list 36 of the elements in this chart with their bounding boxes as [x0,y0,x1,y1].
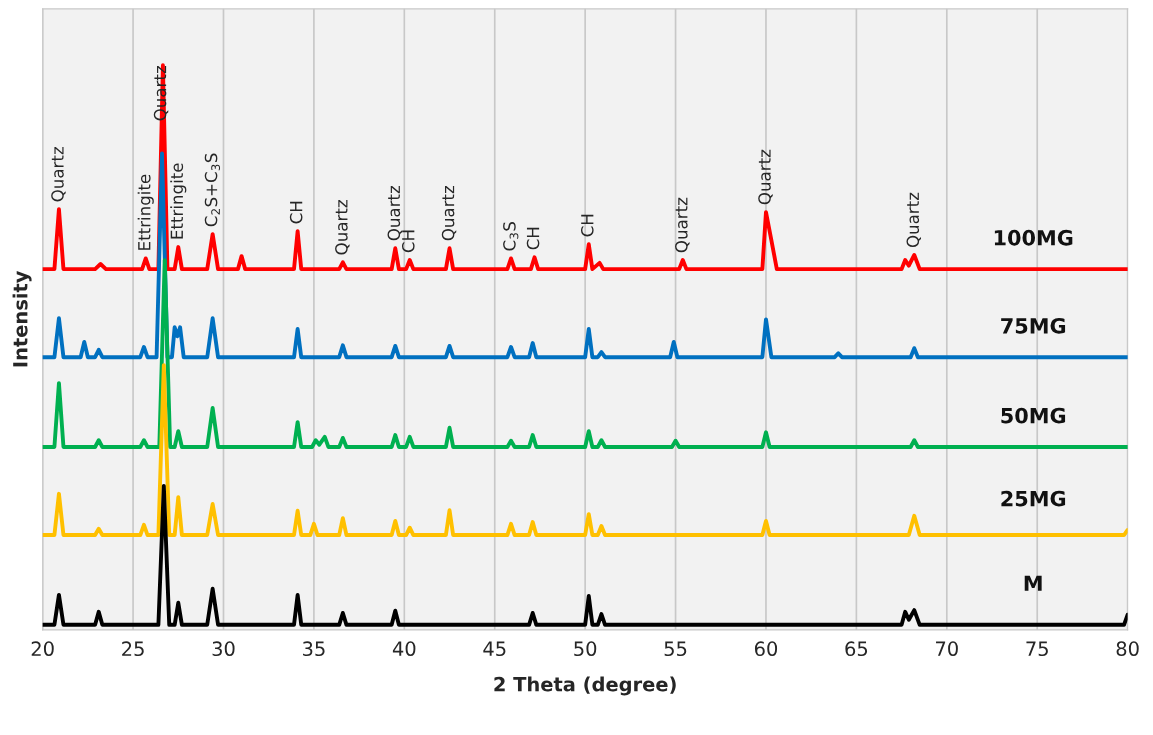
x-tick-label: 70 [936,641,958,657]
x-tick-label: 60 [754,641,778,657]
annotation: Quartz [387,185,403,241]
series-label: M [1024,575,1042,591]
x-tick-label: 45 [483,641,506,657]
annotation: CH [289,201,303,224]
series-label: 50MG [1001,407,1066,424]
series-label: 75MG [1001,317,1066,334]
annotation: CH [580,214,594,237]
x-tick-label: 30 [212,641,235,657]
x-tick-label: 75 [1026,641,1048,657]
x-tick-label: 50 [574,641,597,657]
x-tick-label: 35 [303,641,325,657]
annotation: Quartz [906,192,921,248]
annotation: CH [526,227,540,250]
annotation: Quartz [153,66,169,121]
x-tick-label: 25 [122,641,144,657]
annotation: Quartz [675,197,690,253]
annotation: CH [401,230,415,253]
x-axis-title: 2 Theta (degree) [494,676,676,696]
annotation: C$_{3}$S [503,222,519,251]
x-tick-label: 20 [31,641,54,657]
annotation: Quartz [758,149,773,205]
x-tick-label: 40 [392,641,416,657]
x-tick-label: 65 [845,641,868,657]
x-tick-label: 80 [1116,641,1139,657]
annotation: C$_{2}$S+C$_{3}$S [204,153,221,227]
annotation: Quartz [335,200,350,255]
annotation: Quartz [51,147,66,202]
series-label: 100MG [994,229,1073,246]
series-label: 25MG [1001,490,1066,507]
x-tick-label: 55 [664,641,687,657]
annotation: Ettringite [170,163,187,239]
y-axis-title: Intensity [12,270,32,367]
annotation: Quartz [441,185,457,241]
annotation: Ettringite [137,174,154,250]
